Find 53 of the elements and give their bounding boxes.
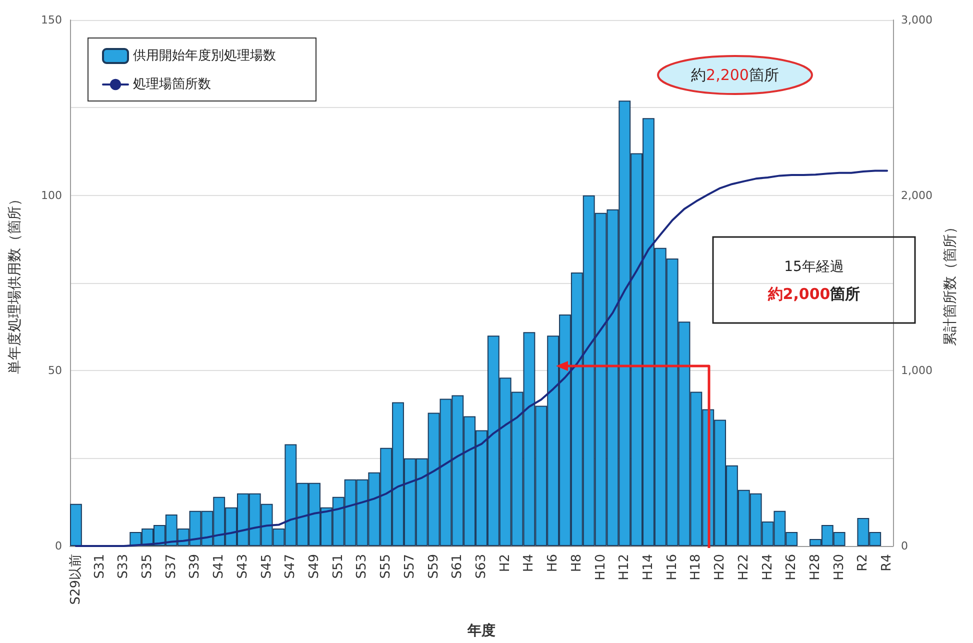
legend-label: 処理場箇所数 (133, 77, 211, 92)
y-tick-label: 0 (55, 540, 62, 552)
x-tick-label: S53 (354, 554, 370, 579)
bar (70, 504, 82, 546)
x-tick-label: S49 (307, 554, 322, 579)
x-tick-label: S45 (259, 554, 274, 579)
y2-tick-label: 3,000 (901, 14, 932, 26)
x-tick-label: S41 (212, 554, 227, 579)
x-tick-label: R2 (856, 554, 871, 572)
x-tick-label: H24 (760, 554, 776, 580)
y2-tick-label: 2,000 (901, 188, 932, 202)
annotation: 15年経過 (784, 259, 844, 275)
x-tick-label: H30 (832, 554, 847, 580)
y2-tick-label: 0 (901, 540, 908, 552)
x-tick-label: S63 (474, 554, 489, 579)
x-tick-label: H22 (736, 554, 752, 580)
y-tick-label: 50 (48, 364, 62, 378)
x-tick-label: H14 (640, 554, 656, 580)
annotation: 約2,000箇所 (766, 285, 860, 303)
x-tick-label: H26 (784, 554, 800, 580)
x-tick-label: H10 (593, 554, 608, 580)
x-tick-label: S57 (402, 554, 418, 579)
y2-axis-title: 累計箇所数（箇所） (942, 220, 958, 346)
x-tick-label: S35 (140, 554, 156, 579)
x-tick-label: H4 (522, 554, 537, 572)
x-tick-label: S33 (116, 554, 132, 579)
x-tick-label: S39 (188, 554, 203, 579)
x-tick-label: R4 (880, 554, 895, 572)
x-tick-label: H8 (569, 554, 584, 572)
y-tick-label: 150 (41, 14, 62, 26)
line-series (74, 170, 888, 547)
x-tick-label: H28 (808, 554, 823, 580)
y2-tick-label: 1,000 (901, 364, 932, 378)
x-tick-label: S29以前 (68, 554, 84, 605)
x-axis-title: 年度 (466, 622, 496, 639)
x-tick-label: H18 (688, 554, 704, 580)
x-tick-label: H6 (546, 554, 561, 572)
x-tick-label: S51 (330, 554, 346, 579)
x-tick-label: S37 (164, 554, 179, 579)
x-tick-label: S59 (426, 554, 442, 579)
y-tick-label: 100 (41, 188, 62, 202)
legend-label: 供用開始年度別処理場数 (133, 48, 276, 64)
y-axis-title: 単年度処理場供用数（箇所） (7, 192, 23, 374)
x-tick-label: S31 (92, 554, 108, 579)
x-tick-label: H16 (664, 554, 680, 580)
x-tick-label: S61 (450, 554, 466, 579)
x-tick-label: H2 (498, 554, 513, 572)
annotation: 約2,200箇所 (691, 66, 779, 84)
x-tick-label: H20 (712, 554, 728, 580)
x-tick-label: S55 (378, 554, 394, 579)
x-tick-label: S47 (283, 554, 298, 579)
x-tick-label: S43 (235, 554, 250, 579)
x-tick-label: H12 (617, 554, 632, 580)
